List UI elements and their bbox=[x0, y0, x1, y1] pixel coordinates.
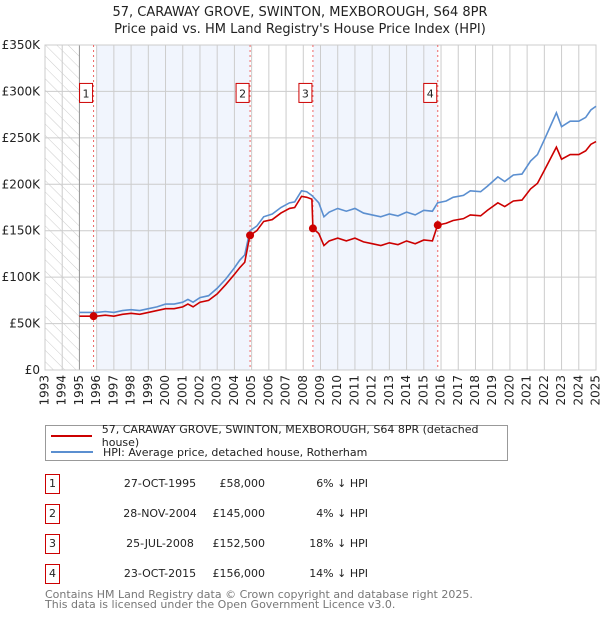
sale-row: 1 27-OCT-1995 £58,000 6% ↓ HPI bbox=[45, 474, 445, 494]
footer-licence: This data is licensed under the Open Gov… bbox=[45, 598, 396, 611]
legend-red-line-icon bbox=[51, 435, 92, 437]
y-tick-label: £250K bbox=[2, 131, 42, 145]
x-tick-label: 2015 bbox=[416, 375, 430, 406]
legend-label: HPI: Average price, detached house, Roth… bbox=[103, 445, 368, 459]
shaded-band bbox=[312, 45, 438, 370]
sale-label-box bbox=[79, 82, 94, 103]
x-tick-label: 1995 bbox=[72, 375, 86, 406]
x-tick-label: 1994 bbox=[55, 375, 69, 406]
x-tick-label: 2009 bbox=[313, 375, 327, 406]
x-tick-label: 2020 bbox=[502, 375, 516, 406]
x-tick-label: 2003 bbox=[210, 375, 224, 406]
x-tick-label: 2018 bbox=[468, 375, 482, 406]
x-tick-label: 2019 bbox=[485, 375, 499, 406]
chart-subtitle: Price paid vs. HM Land Registry's House … bbox=[114, 22, 486, 37]
sale-label-number: 1 bbox=[83, 87, 90, 100]
x-tick-label: 1999 bbox=[141, 375, 155, 406]
x-tick-label: 2006 bbox=[261, 375, 275, 406]
sale-date: 27-OCT-1995 bbox=[123, 477, 197, 490]
sale-point bbox=[308, 224, 317, 233]
x-tick-label: 2021 bbox=[520, 375, 534, 406]
shaded-band bbox=[96, 45, 250, 370]
sale-date: 28-NOV-2004 bbox=[123, 507, 197, 520]
y-tick-label: £200K bbox=[2, 177, 42, 191]
sale-price: £58,000 bbox=[219, 477, 266, 490]
sale-hpi-diff: 14% ↓ HPI bbox=[309, 567, 368, 580]
legend: 57, CARAWAY GROVE, SWINTON, MEXBOROUGH, … bbox=[45, 423, 508, 461]
sale-date: 25-JUL-2008 bbox=[126, 537, 194, 550]
sale-point bbox=[89, 312, 98, 321]
sale-point bbox=[433, 221, 442, 230]
chart-title: 57, CARAWAY GROVE, SWINTON, MEXBOROUGH, … bbox=[112, 5, 488, 20]
legend-blue-line-icon bbox=[51, 451, 93, 453]
chart-plot: 1993 1994 1995 1996 1997 1998 1999 2000 2001 2002… bbox=[2, 38, 600, 406]
y-tick-label: £350K bbox=[2, 38, 42, 52]
sale-number: 4 bbox=[45, 564, 60, 584]
x-tick-label: 2024 bbox=[571, 375, 585, 406]
x-tick-label: 2002 bbox=[192, 375, 206, 406]
y-tick-label: £300K bbox=[2, 84, 42, 98]
y-tick-label: £100K bbox=[2, 270, 42, 284]
series-line bbox=[79, 140, 597, 317]
x-tick-label: 2007 bbox=[279, 375, 293, 406]
x-tick-label: 1993 bbox=[38, 375, 52, 406]
sale-label-box bbox=[298, 82, 313, 103]
sale-number: 2 bbox=[45, 504, 60, 524]
y-tick-label: £150K bbox=[2, 224, 42, 238]
x-tick-label: 2012 bbox=[365, 375, 379, 406]
sale-hpi-diff: 4% ↓ HPI bbox=[316, 507, 368, 520]
sale-price: £145,000 bbox=[212, 507, 266, 520]
sale-hpi-diff: 6% ↓ HPI bbox=[316, 477, 368, 490]
sale-row: 2 28-NOV-2004 £145,000 4% ↓ HPI bbox=[45, 504, 445, 524]
legend-label: 57, CARAWAY GROVE, SWINTON, MEXBOROUGH, … bbox=[101, 423, 479, 449]
x-tick-label: 1996 bbox=[89, 375, 103, 406]
x-tick-label: 2011 bbox=[347, 375, 361, 406]
x-tick-label: 2010 bbox=[330, 375, 344, 406]
y-tick-label: £0 bbox=[25, 363, 40, 377]
y-tick-label: £50K bbox=[9, 317, 41, 331]
sale-price: £156,000 bbox=[212, 567, 266, 580]
sale-label-number: 2 bbox=[239, 87, 246, 100]
x-tick-label: 2016 bbox=[434, 375, 448, 406]
x-tick-label: 2017 bbox=[451, 375, 465, 406]
x-tick-label: 1998 bbox=[124, 375, 138, 406]
x-tick-label: 2004 bbox=[227, 375, 241, 406]
x-tick-label: 2008 bbox=[296, 375, 310, 406]
x-tick-label: 2001 bbox=[175, 375, 189, 406]
x-tick-label: 2014 bbox=[399, 375, 413, 406]
x-tick-label: 2013 bbox=[382, 375, 396, 406]
sale-label-number: 3 bbox=[302, 87, 309, 100]
x-tick-label: 2000 bbox=[158, 375, 172, 406]
x-tick-label: 2025 bbox=[589, 375, 600, 406]
sale-label-box bbox=[423, 82, 438, 103]
x-tick-label: 2023 bbox=[554, 375, 568, 406]
sale-hpi-diff: 18% ↓ HPI bbox=[309, 537, 368, 550]
x-tick-label: 2022 bbox=[537, 375, 551, 406]
sale-date: 23-OCT-2015 bbox=[123, 567, 197, 580]
legend-item-property: 57, CARAWAY GROVE, SWINTON, MEXBOROUGH, … bbox=[46, 423, 507, 449]
sale-label-number: 4 bbox=[427, 87, 434, 100]
legend-item-hpi: HPI: Average price, detached house, Roth… bbox=[46, 444, 367, 460]
sale-point bbox=[246, 231, 255, 240]
x-tick-label: 1997 bbox=[106, 375, 120, 406]
x-tick-label: 2005 bbox=[244, 375, 258, 406]
footer-copyright: Contains HM Land Registry data © Crown c… bbox=[45, 588, 473, 601]
plot-border bbox=[44, 44, 597, 371]
sale-row: 4 23-OCT-2015 £156,000 14% ↓ HPI bbox=[45, 564, 445, 584]
sale-number: 3 bbox=[45, 534, 60, 554]
sale-price: £152,500 bbox=[212, 537, 266, 550]
sale-row: 3 25-JUL-2008 £152,500 18% ↓ HPI bbox=[45, 534, 445, 554]
sale-label-box bbox=[235, 82, 250, 103]
series-line bbox=[79, 105, 597, 314]
sale-number: 1 bbox=[45, 474, 60, 494]
